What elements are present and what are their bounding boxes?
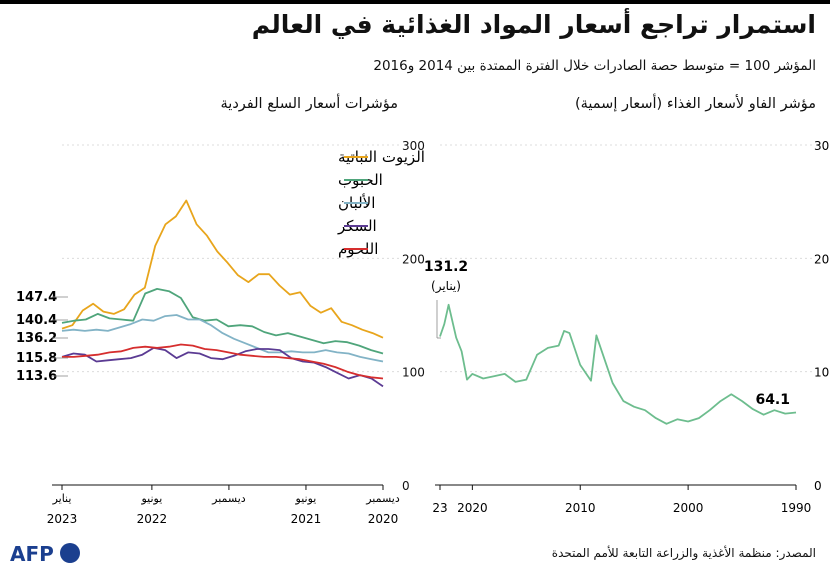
- page-title: استمرار تراجع أسعار المواد الغذائية في ا…: [251, 10, 816, 39]
- x-tick-label: 1990: [781, 501, 812, 515]
- series-line-cereals: [61, 287, 384, 355]
- x-tick-label: يونيو: [295, 492, 317, 505]
- latest-value-label: 136.2: [16, 331, 57, 346]
- series-line-oils: [61, 199, 384, 339]
- top-rule: [0, 0, 830, 4]
- x-tick-label: 2010: [565, 501, 596, 515]
- y-tick-label: 300: [814, 139, 830, 153]
- afp-logo: AFP: [10, 542, 80, 566]
- x-tick-label: ديسمبر: [211, 492, 246, 505]
- page-subtitle: المؤشر 100 = متوسط حصة الصادرات خلال الف…: [373, 58, 816, 74]
- x-tick-label: يونيو: [140, 492, 162, 505]
- left-chart-title: مؤشرات أسعار السلع الفردية: [220, 96, 398, 112]
- x-tick-label: 2000: [673, 501, 704, 515]
- y-tick-label: 0: [402, 479, 410, 493]
- y-tick-label: 200: [402, 252, 425, 266]
- x-tick-year: 2022: [137, 512, 168, 526]
- series-line-meat: [62, 343, 384, 380]
- afp-logo-circle: [60, 543, 80, 563]
- series-line-sugar: [61, 346, 384, 388]
- annotation-note: (يناير): [431, 279, 461, 294]
- legend-label: الزيوت النباتية: [338, 148, 425, 166]
- latest-value-label: 115.8: [16, 351, 57, 366]
- x-tick-label: ديسمبر: [365, 492, 400, 505]
- x-tick-label: يناير: [52, 492, 72, 505]
- y-tick-label: 200: [814, 252, 830, 266]
- source-note: المصدر: منظمة الأغذية والزراعة التابعة ل…: [551, 546, 816, 560]
- series-line-dairy: [61, 314, 384, 363]
- x-tick-year: 2021: [291, 512, 322, 526]
- annotation-value: 131.2: [424, 259, 468, 275]
- y-tick-label: 0: [814, 479, 822, 493]
- x-tick-year: 2023: [47, 512, 78, 526]
- x-tick-year: 2020: [368, 512, 399, 526]
- right-chart-title: مؤشر الفاو لأسعار الغذاء (أسعار إسمية): [574, 96, 816, 112]
- x-tick-label: 23: [432, 501, 447, 515]
- commodity-indices-chart: 0 100 200 300 ديسمبر 2020 يونيو 2021 ديسمبر يونيو…: [16, 139, 425, 526]
- y-tick-label: 300: [402, 139, 425, 153]
- y-tick-label: 100: [814, 366, 830, 380]
- fao-index-line: [439, 303, 797, 425]
- x-tick-label: 2020: [457, 501, 488, 515]
- annotation-value: 64.1: [755, 392, 790, 408]
- y-tick-label: 100: [402, 366, 425, 380]
- latest-value-label: 140.4: [16, 313, 57, 328]
- afp-logo-text: AFP: [10, 542, 54, 566]
- fao-index-chart: 0 100 200 300 1990 2000 2010 2020 23 131.2 (يناير)…: [424, 139, 830, 515]
- latest-value-label: 113.6: [16, 369, 57, 384]
- latest-value-label: 147.4: [16, 290, 57, 305]
